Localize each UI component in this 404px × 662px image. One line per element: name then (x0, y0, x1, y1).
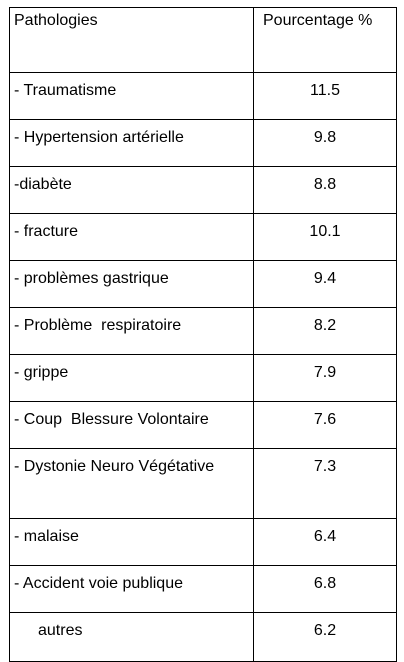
pathology-cell: - Accident voie publique (9, 565, 254, 613)
pathology-cell: - Dystonie Neuro Végétative (9, 448, 254, 519)
table-row: -diabète 8.8 (9, 166, 397, 214)
pathology-cell: - Problème respiratoire (9, 307, 254, 355)
pathology-cell: - Coup Blessure Volontaire (9, 401, 254, 449)
pathology-cell: - fracture (9, 213, 254, 261)
header-pathologies: Pathologies (9, 7, 254, 73)
percentage-cell: 6.4 (253, 518, 397, 566)
percentage-cell: 8.8 (253, 166, 397, 214)
table-header-row: Pathologies Pourcentage % (9, 7, 397, 73)
percentage-cell: 9.4 (253, 260, 397, 308)
table-row: - Accident voie publique 6.8 (9, 565, 397, 613)
table-row: autres 6.2 (9, 612, 397, 662)
percentage-cell: 7.6 (253, 401, 397, 449)
table-row: - Problème respiratoire 8.2 (9, 307, 397, 355)
pathology-table: Pathologies Pourcentage % - Traumatisme … (9, 7, 397, 662)
pathology-cell: - Hypertension artérielle (9, 119, 254, 167)
table-row: - Dystonie Neuro Végétative 7.3 (9, 448, 397, 519)
pathology-cell: -diabète (9, 166, 254, 214)
pathology-cell: - Traumatisme (9, 72, 254, 120)
percentage-cell: 7.9 (253, 354, 397, 402)
header-pourcentage: Pourcentage % (253, 7, 397, 73)
table-row: - problèmes gastrique 9.4 (9, 260, 397, 308)
table-row: - fracture 10.1 (9, 213, 397, 261)
table-row: - Coup Blessure Volontaire 7.6 (9, 401, 397, 449)
percentage-cell: 11.5 (253, 72, 397, 120)
percentage-cell: 6.8 (253, 565, 397, 613)
pathology-cell: autres (9, 612, 254, 662)
percentage-cell: 6.2 (253, 612, 397, 662)
table-row: - grippe 7.9 (9, 354, 397, 402)
table-row: - malaise 6.4 (9, 518, 397, 566)
pathology-cell: - malaise (9, 518, 254, 566)
percentage-cell: 7.3 (253, 448, 397, 519)
table-row: - Traumatisme 11.5 (9, 72, 397, 120)
percentage-cell: 8.2 (253, 307, 397, 355)
percentage-cell: 10.1 (253, 213, 397, 261)
pathology-cell: - grippe (9, 354, 254, 402)
percentage-cell: 9.8 (253, 119, 397, 167)
pathology-cell: - problèmes gastrique (9, 260, 254, 308)
table-row: - Hypertension artérielle 9.8 (9, 119, 397, 167)
